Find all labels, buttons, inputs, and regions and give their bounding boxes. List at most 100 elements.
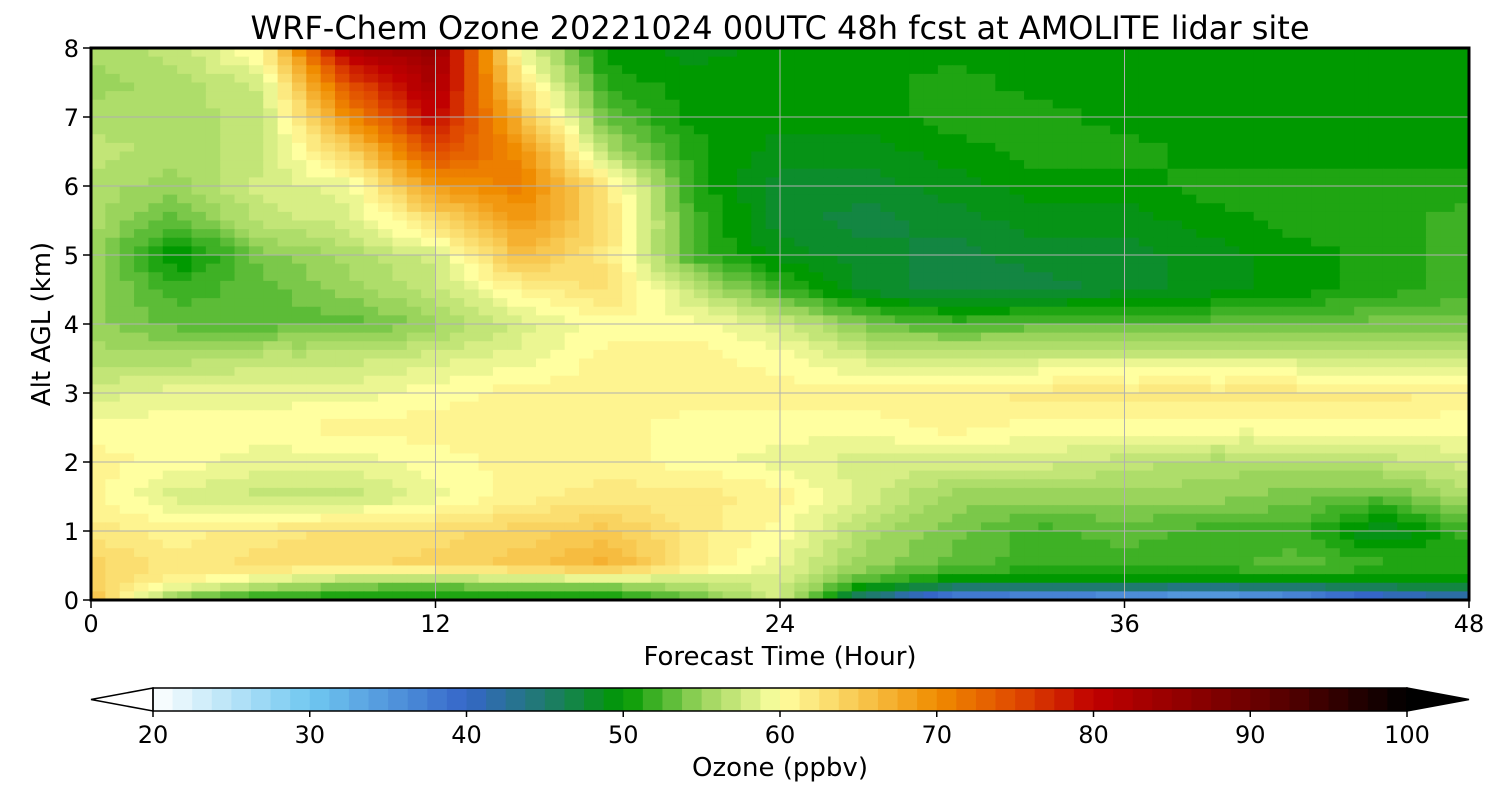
heatmap-cell (191, 229, 207, 239)
heatmap-cell (1296, 255, 1312, 265)
heatmap-cell (464, 289, 480, 299)
heatmap-cell (1268, 358, 1283, 368)
heatmap-cell (449, 289, 465, 299)
heatmap-cell (1382, 375, 1398, 385)
heatmap-cell (851, 349, 867, 360)
heatmap-cell (593, 315, 609, 325)
heatmap-cell (507, 99, 523, 109)
heatmap-cell (937, 56, 953, 66)
heatmap-cell (1253, 91, 1269, 101)
heatmap-cell (808, 73, 824, 84)
heatmap-cell (937, 255, 953, 265)
heatmap-cell (851, 117, 867, 127)
heatmap-cell (406, 418, 422, 429)
heatmap-cell (177, 177, 193, 187)
heatmap-cell (263, 220, 279, 230)
heatmap-cell (665, 427, 681, 437)
heatmap-cell (550, 453, 566, 463)
heatmap-cell (105, 91, 121, 101)
heatmap-cell (650, 436, 666, 446)
heatmap-cell (148, 479, 164, 489)
heatmap-cell (1311, 65, 1327, 75)
heatmap-cell (162, 384, 178, 394)
heatmap-cell (1382, 125, 1398, 135)
heatmap-cell (937, 375, 953, 385)
heatmap-cell (1411, 117, 1427, 127)
heatmap-cell (937, 306, 953, 316)
heatmap-cell (736, 134, 752, 144)
heatmap-cell (622, 332, 638, 342)
heatmap-cell (435, 367, 451, 377)
heatmap-cell (162, 263, 178, 273)
heatmap-cell (1339, 324, 1355, 334)
heatmap-cell (808, 410, 824, 420)
heatmap-cell (909, 211, 925, 222)
heatmap-cell (1067, 298, 1083, 308)
heatmap-cell (650, 99, 666, 109)
heatmap-cell (521, 453, 537, 463)
heatmap-cell (823, 151, 839, 161)
heatmap-cell (751, 487, 767, 498)
heatmap-cell (1153, 427, 1169, 437)
heatmap-cell (1181, 160, 1197, 170)
heatmap-cell (1153, 436, 1169, 446)
heatmap-cell (808, 246, 824, 256)
heatmap-cell (492, 194, 508, 204)
heatmap-cell (1210, 203, 1226, 213)
heatmap-cell (995, 444, 1011, 454)
heatmap-cell (535, 117, 551, 127)
heatmap-cell (1181, 280, 1197, 291)
heatmap-cell (736, 220, 752, 230)
heatmap-cell (378, 263, 394, 273)
heatmap-cell (1081, 211, 1097, 222)
heatmap-cell (665, 134, 681, 144)
heatmap-cell (277, 280, 293, 291)
heatmap-cell (1038, 272, 1054, 282)
heatmap-cell (521, 298, 537, 308)
heatmap-cell (148, 436, 164, 446)
heatmap-cell (162, 462, 178, 472)
heatmap-cell (909, 349, 925, 360)
heatmap-cell (1411, 177, 1427, 187)
heatmap-cell (1196, 142, 1212, 153)
heatmap-cell (1038, 410, 1054, 420)
heatmap-cell (291, 436, 307, 446)
heatmap-cell (607, 444, 623, 454)
heatmap-cell (1024, 418, 1039, 429)
heatmap-cell (1282, 99, 1298, 109)
heatmap-cell (91, 410, 106, 420)
heatmap-cell (1296, 358, 1312, 368)
heatmap-cell (291, 134, 307, 144)
heatmap-cell (1311, 298, 1327, 308)
heatmap-cell (134, 82, 150, 92)
heatmap-cell (851, 134, 867, 144)
heatmap-cell (1181, 48, 1197, 58)
heatmap-cell (1440, 324, 1456, 334)
heatmap-cell (177, 349, 193, 360)
heatmap-cell (335, 401, 350, 411)
heatmap-cell (91, 134, 106, 144)
heatmap-cell (1325, 453, 1341, 463)
heatmap-cell (1397, 453, 1413, 463)
heatmap-cell (708, 272, 724, 282)
heatmap-cell (435, 315, 451, 325)
heatmap-cell (1239, 367, 1255, 377)
heatmap-cell (91, 91, 106, 101)
heatmap-cell (808, 99, 824, 109)
heatmap-cell (794, 470, 810, 480)
heatmap-cell (966, 298, 982, 308)
heatmap-cell (1224, 349, 1240, 360)
heatmap-cell (392, 82, 408, 92)
heatmap-cell (894, 108, 910, 118)
heatmap-cell (952, 298, 968, 308)
heatmap-cell (564, 160, 580, 170)
heatmap-cell (1282, 117, 1298, 127)
heatmap-cell (607, 108, 623, 118)
heatmap-cell (464, 427, 480, 437)
heatmap-cell (679, 280, 695, 291)
heatmap-cell (1124, 462, 1140, 472)
heatmap-cell (248, 470, 264, 480)
heatmap-cell (406, 65, 422, 75)
heatmap-cell (406, 436, 422, 446)
heatmap-cell (823, 427, 839, 437)
